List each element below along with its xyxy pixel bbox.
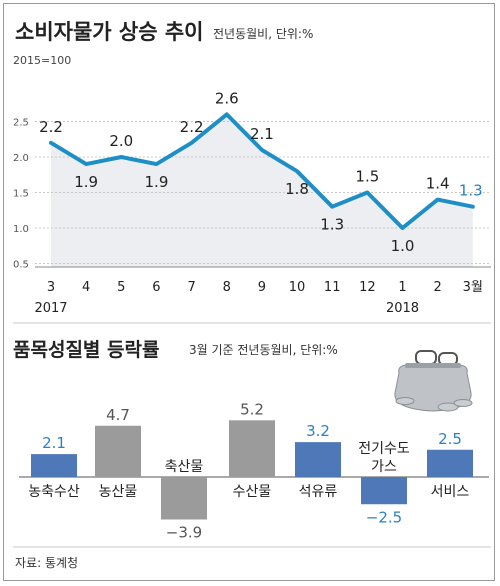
data-label: 2.6 <box>215 89 239 107</box>
bar-value-label: 3.2 <box>306 422 330 440</box>
series-line <box>49 112 475 230</box>
category-label: 축산물 <box>165 459 204 475</box>
bar-chart-subtitle: 3월 기준 전년동월비, 단위:% <box>189 343 338 357</box>
bar <box>161 477 207 520</box>
y-tick-label: 2.0 <box>13 153 29 164</box>
bar-value-label: 4.7 <box>106 406 130 424</box>
y-tick-label: 1.0 <box>13 224 29 235</box>
source-note: 자료: 통계청 <box>15 556 78 570</box>
category-label: 가스 <box>371 459 397 475</box>
category-label: 수산물 <box>233 484 272 500</box>
data-label: 1.3 <box>459 182 483 200</box>
bar <box>31 454 77 477</box>
coin-purse-icon <box>394 350 473 412</box>
category-label: 서비스 <box>431 484 470 500</box>
x-tick-label: 10 <box>289 280 306 295</box>
bar <box>427 449 473 477</box>
infographic-canvas: 소비자물가 상승 추이 전년동월비, 단위:% 2015=100 0.5 1.0 1… <box>13 20 491 570</box>
x-tick-label: 8 <box>223 280 231 295</box>
bar <box>361 477 407 505</box>
data-label: 1.4 <box>426 175 450 193</box>
line-chart-title: 소비자물가 상승 추이 <box>15 20 204 44</box>
x-tick-label: 5 <box>117 280 125 295</box>
data-label: 1.3 <box>320 216 344 234</box>
data-label: 1.0 <box>391 237 415 255</box>
data-label: 2.2 <box>39 118 63 136</box>
category-label: 농축수산 <box>28 484 80 500</box>
line-chart-area <box>51 114 473 268</box>
x-tick-label: 12 <box>359 280 376 295</box>
x-tick-label: 1 <box>398 280 406 295</box>
infographic-frame: 소비자물가 상승 추이 전년동월비, 단위:% 2015=100 0.5 1.0 1… <box>3 3 495 581</box>
bar-value-label: −3.9 <box>166 524 202 542</box>
x-tick-label: 7 <box>187 280 195 295</box>
x-tick-label: 6 <box>152 280 160 295</box>
x-tick-label: 3 <box>47 280 55 295</box>
category-label: 석유류 <box>299 484 338 500</box>
x-tick-label: 3월 <box>463 280 483 295</box>
x-tick-label: 9 <box>258 280 266 295</box>
bar <box>95 425 141 477</box>
y-tick-label: 1.5 <box>13 189 29 200</box>
bar-value-label: 2.5 <box>438 430 462 448</box>
bar <box>295 442 341 477</box>
bar-value-label: 5.2 <box>240 400 264 418</box>
x-tick-label: 4 <box>82 280 90 295</box>
bar-value-label: 2.1 <box>42 434 66 452</box>
bar <box>229 420 275 477</box>
bar-chart-title: 품목성질별 등락률 <box>13 339 159 361</box>
data-label: 1.9 <box>145 173 169 191</box>
line-chart-base-note: 2015=100 <box>13 54 71 67</box>
category-label: 전기수도 <box>358 441 410 457</box>
data-label: 1.9 <box>74 173 98 191</box>
line-chart-plot: 0.5 1.0 1.5 2.0 2.5 2.2 1.9 2.0 1.9 2.2 2.6 2.1 1.8 1… <box>13 89 491 324</box>
x-tick-label: 11 <box>324 280 341 295</box>
y-tick-label: 0.5 <box>13 260 29 271</box>
data-label: 2.1 <box>250 125 274 143</box>
data-label: 1.8 <box>285 180 309 198</box>
bar-value-label: −2.5 <box>366 508 402 526</box>
y-tick-label: 2.5 <box>13 118 29 129</box>
bar-chart-plot: 2.1 농축수산 4.7 농산물 −3.9 축산물 5.2 수산물 3.2 석유류 −2.5 전기수도… <box>13 400 491 548</box>
year-label: 2017 <box>34 301 67 316</box>
line-chart-subtitle: 전년동월비, 단위:% <box>213 27 313 41</box>
x-tick-label: 2 <box>434 280 442 295</box>
category-label: 농산물 <box>99 484 138 500</box>
data-label: 2.0 <box>109 132 133 150</box>
data-label: 2.2 <box>180 118 204 136</box>
data-label: 1.5 <box>355 168 379 186</box>
year-label: 2018 <box>386 301 419 316</box>
